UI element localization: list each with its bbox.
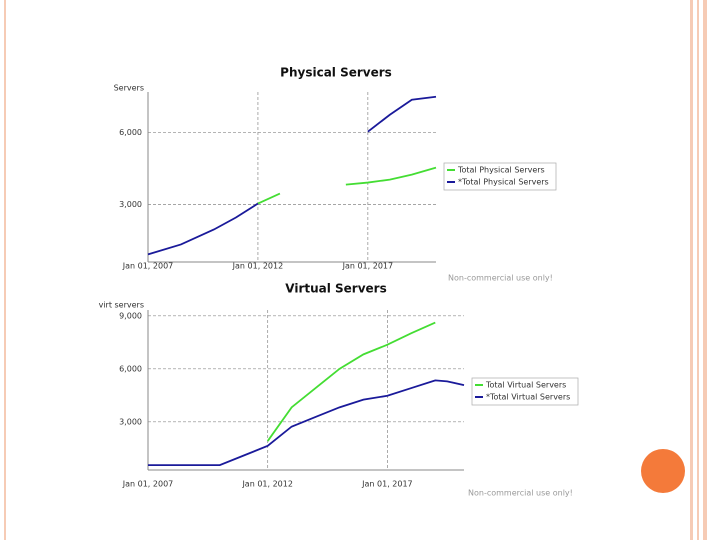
series-line (148, 379, 465, 467)
y-tick-label: 6,000 (119, 364, 142, 373)
legend-box (443, 162, 557, 191)
x-tick-label: Jan 01, 2017 (342, 262, 394, 271)
legend-label: Total Virtual Servers (485, 381, 566, 390)
series-line (147, 95, 437, 256)
legend-box (471, 377, 579, 406)
chart-title: Virtual Servers (285, 282, 387, 296)
stripe (697, 0, 699, 540)
legend-label: *Total Physical Servers (458, 178, 549, 187)
stripe (703, 0, 707, 540)
x-tick-label: Jan 01, 2012 (232, 262, 284, 271)
stripe (690, 0, 693, 540)
watermark: Non-commercial use only! (448, 274, 553, 283)
y-tick-label: 9,000 (119, 311, 142, 320)
x-tick-label: Jan 01, 2007 (122, 262, 174, 271)
chart-title: Physical Servers (280, 66, 392, 80)
legend-label: *Total Virtual Servers (486, 393, 570, 402)
legend-label: Total Physical Servers (457, 166, 545, 175)
y-tick-label: 3,000 (119, 200, 142, 209)
y-tick-label: 3,000 (119, 417, 142, 426)
series-line (257, 166, 437, 205)
orange-circle (641, 449, 685, 493)
watermark: Non-commercial use only! (468, 489, 573, 498)
x-tick-label: Jan 01, 2007 (122, 480, 174, 489)
y-axis-label: Servers (114, 84, 144, 93)
x-tick-label: Jan 01, 2012 (241, 480, 293, 489)
x-tick-label: Jan 01, 2017 (361, 480, 413, 489)
y-axis-label: virt servers (99, 301, 144, 310)
y-tick-label: 6,000 (119, 128, 142, 137)
